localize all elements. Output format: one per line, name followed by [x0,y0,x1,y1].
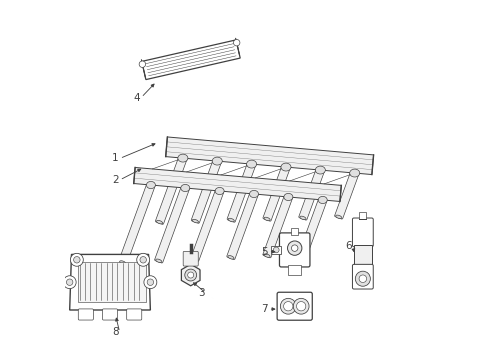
Ellipse shape [318,196,326,203]
Circle shape [147,279,153,285]
FancyBboxPatch shape [78,309,93,320]
FancyBboxPatch shape [263,195,292,258]
Ellipse shape [227,256,234,259]
Ellipse shape [246,160,256,168]
FancyBboxPatch shape [118,183,155,265]
Circle shape [140,257,146,263]
Bar [353,245,371,266]
Bar [290,228,298,235]
Circle shape [287,241,301,255]
Circle shape [280,298,296,314]
Circle shape [296,302,305,311]
Ellipse shape [146,181,155,189]
Circle shape [74,257,80,263]
Ellipse shape [285,195,291,199]
FancyBboxPatch shape [298,198,326,256]
FancyBboxPatch shape [298,168,324,220]
Ellipse shape [156,220,163,224]
Ellipse shape [315,166,325,174]
Circle shape [66,279,73,285]
Circle shape [70,253,83,266]
Ellipse shape [249,190,258,198]
Ellipse shape [120,261,125,264]
Text: 3: 3 [198,288,204,298]
Ellipse shape [351,171,357,175]
FancyBboxPatch shape [102,309,117,320]
Circle shape [139,61,145,67]
FancyBboxPatch shape [334,171,358,219]
FancyBboxPatch shape [263,165,289,221]
Polygon shape [69,255,150,310]
Ellipse shape [178,154,187,162]
Circle shape [187,272,193,278]
Bar [271,246,281,254]
FancyBboxPatch shape [190,189,224,261]
Ellipse shape [300,252,305,256]
Ellipse shape [299,216,305,220]
Ellipse shape [182,186,188,190]
Ellipse shape [181,184,189,192]
Ellipse shape [147,183,154,187]
FancyBboxPatch shape [183,251,198,266]
Circle shape [184,269,196,281]
Polygon shape [165,137,373,175]
Text: 4: 4 [133,93,140,103]
Circle shape [137,253,149,266]
Ellipse shape [216,189,222,193]
FancyBboxPatch shape [126,309,142,320]
Circle shape [283,302,292,311]
Circle shape [293,298,308,314]
Ellipse shape [248,162,254,166]
Bar [359,212,366,220]
Circle shape [63,276,76,289]
FancyBboxPatch shape [277,292,312,320]
Ellipse shape [335,215,341,219]
Ellipse shape [214,159,220,163]
Ellipse shape [155,259,162,262]
Ellipse shape [215,188,224,195]
Bar [287,265,301,275]
Circle shape [273,247,279,253]
Circle shape [143,276,157,289]
Circle shape [358,275,366,283]
Circle shape [233,40,240,46]
Ellipse shape [349,169,359,177]
Text: 1: 1 [112,153,119,163]
Ellipse shape [212,157,222,165]
Ellipse shape [319,198,325,202]
Text: 2: 2 [112,175,119,185]
Circle shape [355,271,369,286]
FancyBboxPatch shape [155,156,186,224]
Text: 8: 8 [112,327,119,337]
Text: 6: 6 [345,241,351,251]
Ellipse shape [192,219,198,223]
Ellipse shape [283,165,288,169]
Ellipse shape [284,193,292,201]
FancyBboxPatch shape [279,233,309,267]
Circle shape [291,245,297,251]
FancyBboxPatch shape [352,264,372,289]
FancyBboxPatch shape [226,192,258,260]
Bar [78,262,146,302]
FancyBboxPatch shape [352,218,372,247]
Ellipse shape [281,163,290,171]
FancyBboxPatch shape [226,162,255,222]
Ellipse shape [317,168,323,172]
Text: 5: 5 [261,247,267,257]
Ellipse shape [264,217,269,221]
Ellipse shape [191,257,198,261]
Ellipse shape [264,254,269,257]
Text: 7: 7 [261,304,267,314]
FancyBboxPatch shape [191,159,221,223]
Polygon shape [181,264,200,286]
Ellipse shape [228,218,234,222]
Polygon shape [142,40,240,80]
Ellipse shape [180,156,185,160]
Ellipse shape [250,192,257,196]
FancyBboxPatch shape [154,186,189,263]
Polygon shape [133,167,341,202]
